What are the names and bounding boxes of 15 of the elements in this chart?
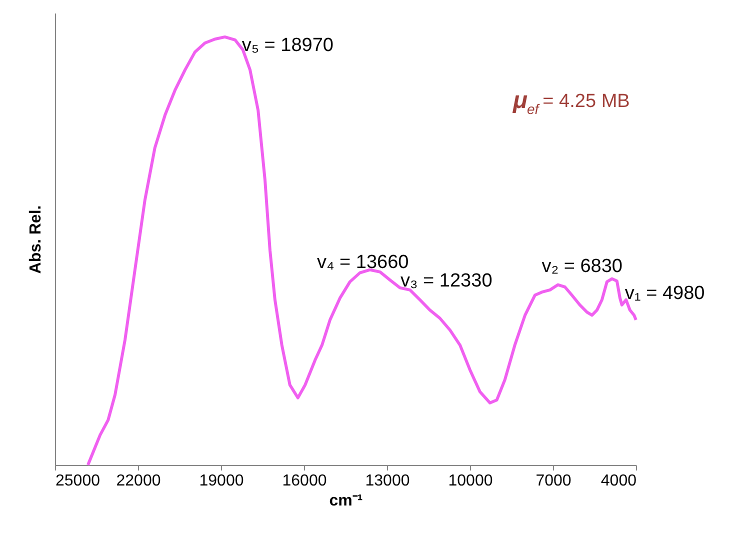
x-tick-label: 4000 (600, 472, 637, 490)
x-tick-label: 22000 (116, 472, 161, 490)
x-tick-label: 16000 (282, 472, 327, 490)
y-axis-title: Abs. Rel. (28, 205, 44, 274)
x-tick-label: 19000 (199, 472, 244, 490)
annotation: v₁ = 4980 (624, 282, 705, 304)
x-tick-label: 25000 (56, 472, 100, 490)
annotation: v₃ = 12330 (400, 270, 492, 292)
x-tick-label: 10000 (448, 472, 493, 490)
x-axis-title: cm⁻¹ (329, 492, 363, 510)
annotation: v₂ = 6830 (542, 256, 622, 277)
x-tick-label: 7000 (536, 472, 572, 490)
annotation: v₅ = 18970 (242, 34, 334, 56)
x-tick-label: 13000 (365, 472, 410, 490)
annotation: v₄ = 13660 (316, 252, 409, 273)
